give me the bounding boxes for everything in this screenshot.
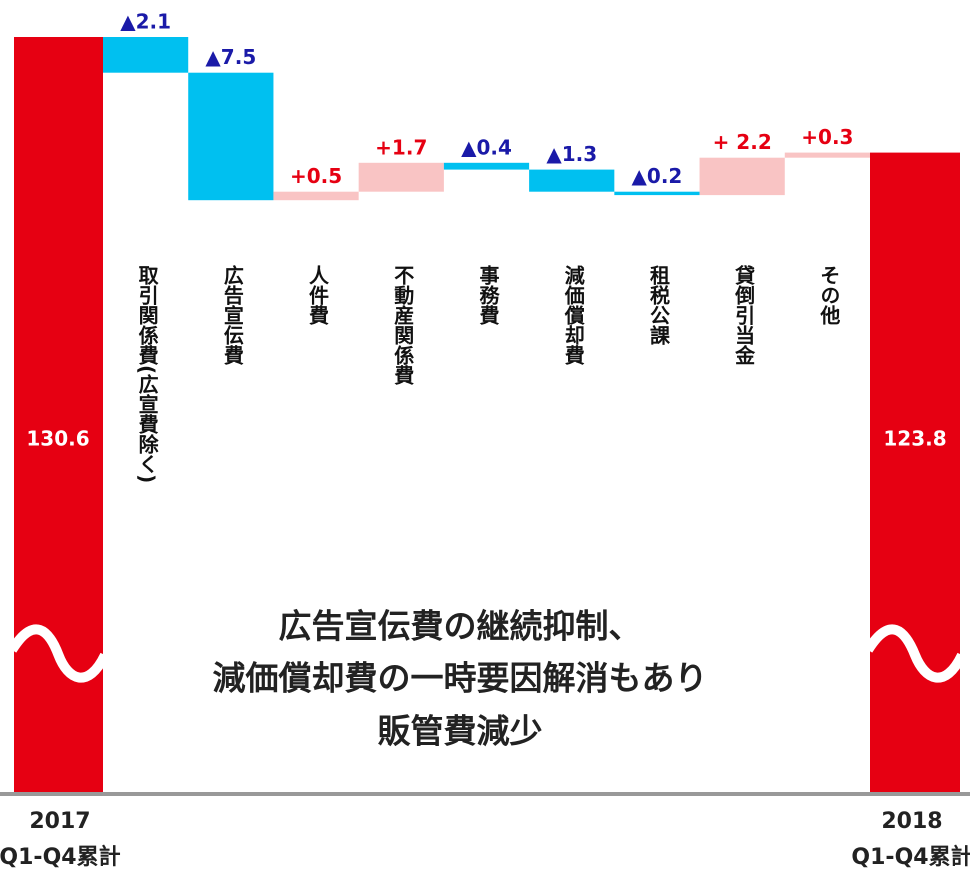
value-label: ▲2.1	[120, 10, 171, 34]
end-label: 2018	[881, 809, 942, 834]
axis-break	[7, 624, 110, 683]
value-label: ▲0.4	[461, 135, 512, 159]
start-label: Q1-Q4累計	[0, 844, 121, 870]
value-label: + 2.2	[713, 130, 772, 154]
category-label: 事務費	[476, 264, 500, 326]
delta-bar	[614, 191, 700, 196]
category-label: その他	[817, 265, 841, 325]
annotation: 減価償却費の一時要因解消もあり	[213, 659, 708, 698]
category-label: 不動産関係費	[391, 265, 415, 386]
delta-bar	[103, 37, 189, 73]
category-label: 広告宣伝費	[220, 264, 244, 366]
value-label: +0.5	[290, 164, 342, 188]
category-label: 取引関係費(広宣費除く)	[135, 265, 159, 483]
delta-bar	[699, 157, 785, 196]
end-label: Q1-Q4累計	[851, 844, 970, 870]
start-label: 2017	[29, 809, 90, 834]
value-label: +0.3	[801, 125, 853, 149]
delta-bar	[443, 162, 530, 170]
delta-bar	[273, 191, 359, 201]
annotation: 販管費減少	[378, 712, 543, 751]
axis-break	[863, 624, 967, 683]
delta-bar	[358, 162, 444, 192]
category-label: 減価償却費	[561, 264, 585, 366]
value-label: ▲7.5	[205, 45, 256, 69]
delta-bar	[188, 72, 274, 201]
category-label: 租税公課	[646, 265, 670, 345]
value-label: +1.7	[375, 135, 427, 159]
category-label: 人件費	[306, 265, 330, 326]
start-value-label: 130.6	[26, 427, 89, 451]
end-value-label: 123.8	[883, 427, 946, 451]
value-label: ▲1.3	[546, 142, 597, 166]
delta-bar	[784, 152, 870, 158]
value-label: ▲0.2	[632, 164, 683, 188]
category-label: 貸倒引当金	[732, 264, 756, 365]
annotation: 広告宣伝費の継続抑制、	[279, 607, 642, 646]
delta-bar	[529, 169, 615, 192]
end-bar	[870, 152, 960, 793]
